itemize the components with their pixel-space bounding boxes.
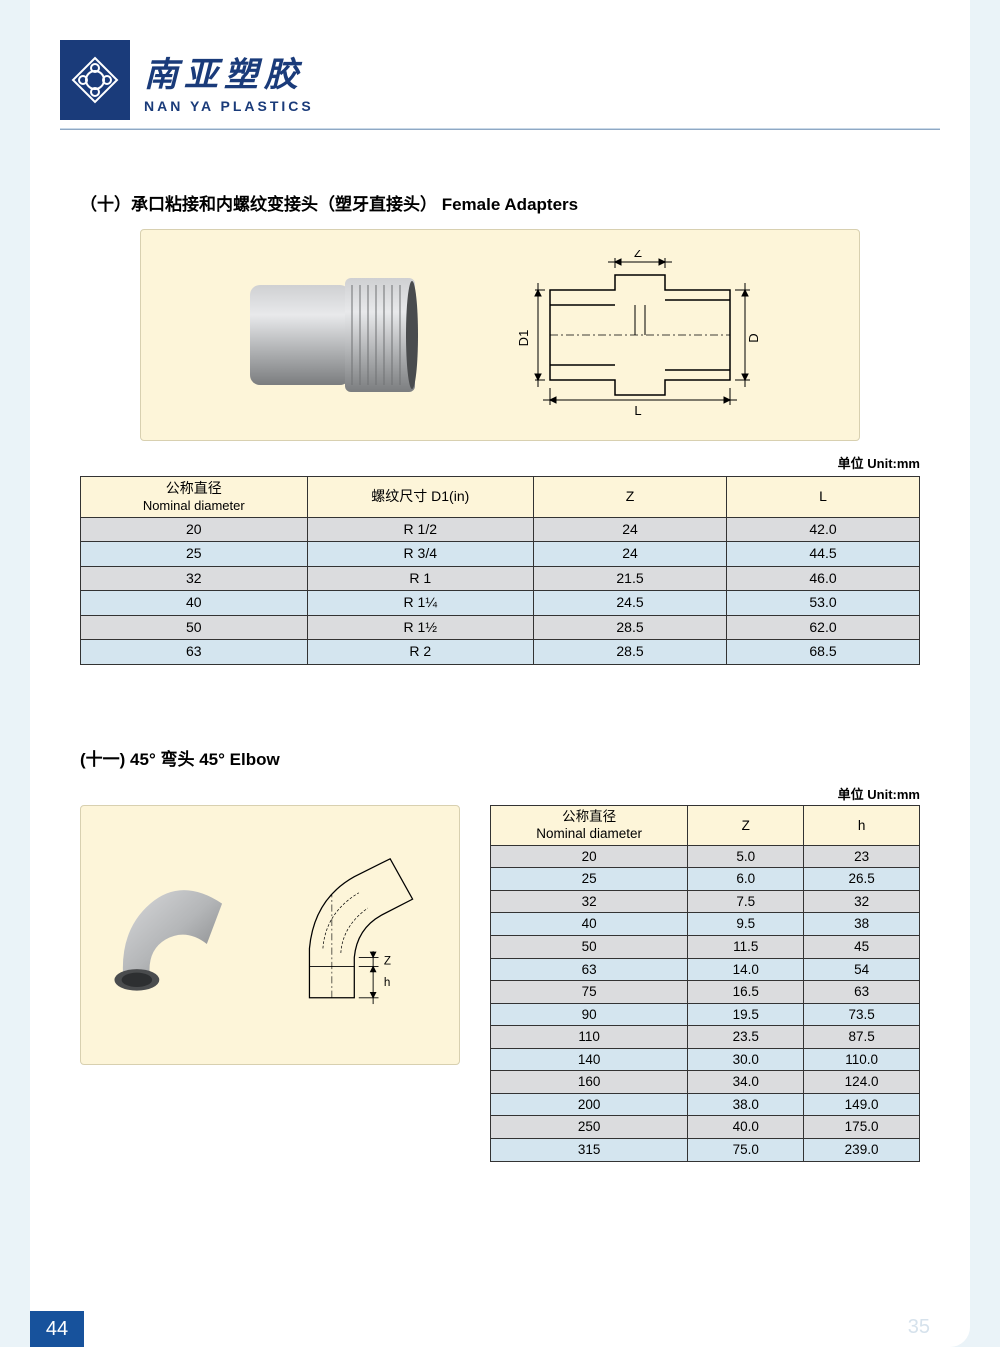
dim-z2: Z: [383, 954, 390, 967]
table-row: 16034.0124.0: [491, 1071, 920, 1094]
table-row: 50R 1½28.562.0: [81, 615, 920, 640]
brand-text: 南亚塑胶 NAN YA PLASTICS: [144, 47, 314, 114]
table-row: 31575.0239.0: [491, 1138, 920, 1161]
section2-unit: 单位 Unit:mm: [80, 784, 920, 803]
table-row: 11023.587.5: [491, 1026, 920, 1049]
brand-logo: [60, 40, 130, 120]
dim-l: L: [634, 403, 641, 418]
col2-z: Z: [688, 805, 804, 845]
table-row: 5011.545: [491, 936, 920, 959]
adapter-photo-icon: [230, 260, 430, 410]
elbow-photo-icon: [101, 855, 236, 1015]
header-divider: [60, 128, 940, 130]
section2-row: Z h 公称直径Nominal diameter Z h 205.023256.…: [80, 805, 920, 1162]
table-row: 256.026.5: [491, 868, 920, 891]
table-row: 32R 121.546.0: [81, 566, 920, 591]
col-d1: 螺纹尺寸 D1(in): [307, 477, 534, 518]
col2-h: h: [804, 805, 920, 845]
table-row: 20R 1/22442.0: [81, 517, 920, 542]
col2-nominal: 公称直径Nominal diameter: [491, 805, 688, 845]
section2-figure: Z h: [80, 805, 460, 1065]
table-row: 40R 1¼24.553.0: [81, 591, 920, 616]
page-number-left: 44: [30, 1311, 84, 1347]
table-row: 205.023: [491, 845, 920, 868]
page-content: （十）承口粘接和内螺纹变接头（塑牙直接头） Female Adapters: [40, 150, 960, 1182]
col-z: Z: [534, 477, 727, 518]
table-row: 20038.0149.0: [491, 1093, 920, 1116]
table-row: 9019.573.5: [491, 1003, 920, 1026]
table-row: 63R 228.568.5: [81, 640, 920, 665]
table-row: 6314.054: [491, 958, 920, 981]
dim-d: D: [746, 333, 761, 342]
catalog-page: 南亚塑胶 NAN YA PLASTICS （十）承口粘接和内螺纹变接头（塑牙直接…: [30, 0, 970, 1347]
table-row: 7516.563: [491, 981, 920, 1004]
section1-table: 公称直径Nominal diameter 螺纹尺寸 D1(in) Z L 20R…: [80, 476, 920, 665]
section1-figure: Z L D1 D: [140, 229, 860, 441]
dim-z: Z: [634, 250, 642, 260]
logo-icon: [70, 55, 120, 105]
col-nominal: 公称直径Nominal diameter: [81, 477, 308, 518]
table-row: 25040.0175.0: [491, 1116, 920, 1139]
table-row: 14030.0110.0: [491, 1048, 920, 1071]
section1-title: （十）承口粘接和内螺纹变接头（塑牙直接头） Female Adapters: [80, 190, 920, 215]
brand-name-en: NAN YA PLASTICS: [144, 98, 314, 114]
col-l: L: [727, 477, 920, 518]
dim-d1: D1: [516, 330, 531, 347]
table-row: 327.532: [491, 890, 920, 913]
section2-title: (十一) 45° 弯头 45° Elbow: [80, 745, 920, 770]
section2-table: 公称直径Nominal diameter Z h 205.023256.026.…: [490, 805, 920, 1162]
elbow-diagram-icon: Z h: [296, 840, 439, 1030]
brand-name-cn: 南亚塑胶: [144, 47, 314, 96]
page-number-right: 35: [908, 1316, 930, 1339]
adapter-diagram-icon: Z L D1 D: [490, 250, 770, 420]
page-header: 南亚塑胶 NAN YA PLASTICS: [30, 0, 970, 128]
table-row: 25R 3/42444.5: [81, 542, 920, 567]
section1-unit: 单位 Unit:mm: [80, 453, 920, 472]
dim-h2: h: [383, 976, 389, 989]
table-row: 409.538: [491, 913, 920, 936]
